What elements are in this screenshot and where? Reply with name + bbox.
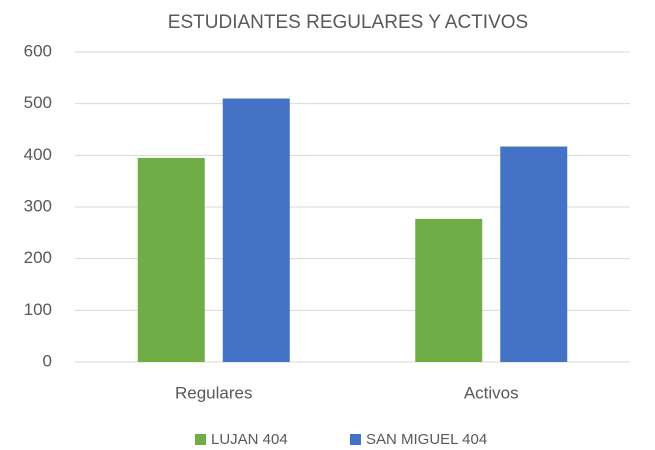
y-tick-label: 100	[24, 300, 52, 319]
y-tick-label: 300	[24, 196, 52, 215]
legend-swatch	[350, 434, 361, 445]
x-tick-label: Regulares	[175, 383, 253, 402]
y-tick-label: 400	[24, 145, 52, 164]
y-tick-label: 0	[43, 351, 52, 370]
bar	[500, 146, 568, 362]
bar	[222, 98, 290, 362]
chart-title: ESTUDIANTES REGULARES Y ACTIVOS	[168, 12, 528, 33]
bar	[415, 218, 483, 362]
legend-label: SAN MIGUEL 404	[366, 431, 487, 448]
bar	[137, 157, 205, 362]
legend-swatch	[195, 434, 206, 445]
y-tick-label: 200	[24, 248, 52, 267]
legend-label: LUJAN 404	[211, 431, 288, 448]
y-tick-label: 600	[24, 41, 52, 60]
x-tick-label: Activos	[464, 383, 519, 402]
y-tick-label: 500	[24, 93, 52, 112]
